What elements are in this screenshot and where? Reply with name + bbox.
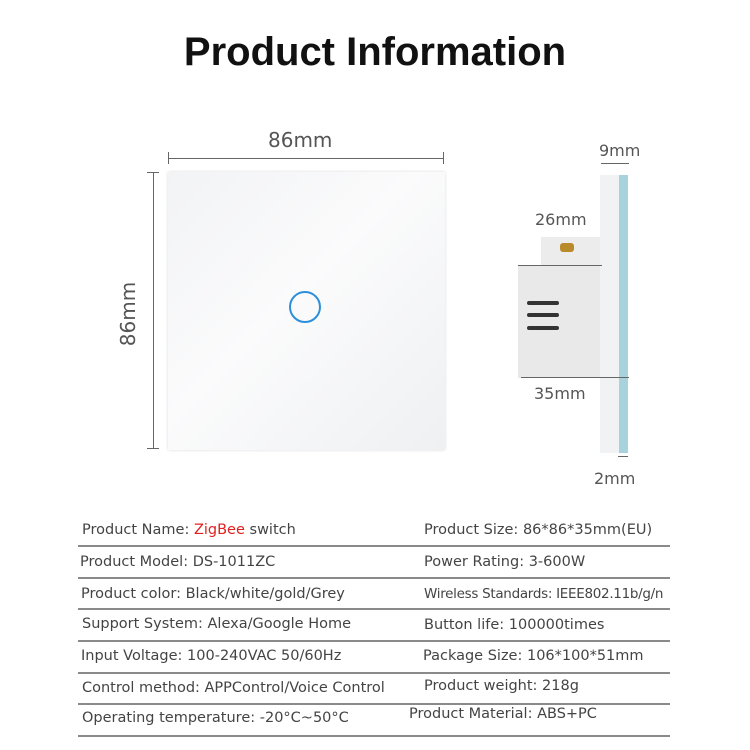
glass-label: 2mm — [594, 469, 636, 488]
vent-slot — [527, 301, 559, 305]
switch-body — [518, 265, 600, 378]
spec-label: Product Material: — [409, 706, 533, 722]
spec-value: Black/white/gold/Grey — [185, 586, 345, 602]
terminal-screw — [560, 243, 574, 252]
spec-label: Product Name: — [82, 522, 190, 538]
spec-value: ABS+PC — [537, 706, 597, 722]
spec-product-model: Product Model: DS-1011ZC — [80, 554, 275, 570]
row-divider — [78, 545, 670, 547]
spec-label: Wireless Standards: — [424, 586, 553, 602]
spec-value: 100-240VAC 50/60Hz — [187, 648, 342, 664]
glass-edge — [619, 175, 628, 453]
spec-label: Product Size: — [424, 522, 519, 538]
spec-value: DS-1011ZC — [192, 554, 276, 570]
vent-slot — [527, 326, 559, 330]
spec-label: Product weight: — [424, 678, 538, 694]
spec-label: Support System: — [82, 616, 203, 632]
front-width-line — [168, 158, 444, 159]
spec-input-voltage: Input Voltage: 100-240VAC 50/60Hz — [81, 648, 341, 664]
spec-value: Alexa/Google Home — [207, 616, 352, 632]
vent-slot — [527, 313, 559, 317]
total-depth-line — [521, 377, 629, 378]
spec-value: APPControl/Voice Control — [204, 680, 385, 696]
spec-control-method: Control method: APPControl/Voice Control — [82, 680, 385, 696]
front-height-label: 86mm — [116, 281, 141, 347]
spec-value-highlight: ZigBee — [193, 522, 245, 538]
row-divider — [78, 608, 670, 610]
spec-label: Button life: — [424, 617, 505, 633]
spec-support-system: Support System: Alexa/Google Home — [82, 616, 351, 632]
spec-label: Operating temperature: — [82, 710, 256, 726]
spec-product-name: Product Name: ZigBee switch — [82, 522, 296, 538]
spec-product-weight: Product weight: 218g — [424, 678, 579, 694]
spec-label: Product Model: — [80, 554, 189, 570]
front-height-line — [153, 172, 154, 449]
spec-label: Control method: — [82, 680, 200, 696]
switch-body-top — [541, 237, 600, 267]
spec-value: 100000times — [508, 617, 605, 633]
row-divider — [78, 640, 670, 642]
front-width-label: 86mm — [268, 128, 333, 152]
spec-label: Input Voltage: — [81, 648, 183, 664]
spec-wireless-standards: Wireless Standards: IEEE802.11b/g/n — [424, 586, 663, 602]
body-depth-label: 26mm — [535, 210, 587, 229]
tick — [147, 448, 159, 449]
total-depth-label: 35mm — [534, 384, 586, 403]
touch-button-ring — [289, 291, 321, 323]
spec-button-life: Button life: 100000times — [424, 617, 604, 633]
page-title: Product Information — [183, 30, 567, 74]
spec-operating-temperature: Operating temperature: -20°C~50°C — [82, 710, 349, 726]
spec-label: Product color: — [81, 586, 181, 602]
tick — [443, 152, 444, 164]
plate-depth-label: 9mm — [599, 141, 641, 160]
plate-depth-line — [601, 163, 629, 164]
switch-plate-side — [600, 175, 619, 453]
spec-value: -20°C~50°C — [259, 710, 349, 726]
spec-package-size: Package Size: 106*100*51mm — [423, 648, 644, 664]
row-divider — [78, 735, 670, 737]
spec-power-rating: Power Rating: 3-600W — [424, 554, 585, 570]
row-divider — [78, 703, 670, 705]
row-divider — [78, 577, 670, 579]
tick — [168, 152, 169, 164]
body-depth-line — [518, 265, 602, 266]
row-divider — [78, 672, 670, 674]
spec-value: 106*100*51mm — [526, 648, 644, 664]
tick — [147, 172, 159, 173]
spec-value: 218g — [542, 678, 579, 694]
spec-product-size: Product Size: 86*86*35mm(EU) — [424, 522, 652, 538]
spec-value: 3-600W — [528, 554, 586, 570]
spec-product-color: Product color: Black/white/gold/Grey — [81, 586, 345, 602]
glass-line — [618, 456, 628, 457]
spec-product-material: Product Material: ABS+PC — [409, 706, 597, 722]
spec-value: switch — [244, 522, 296, 538]
spec-value: 86*86*35mm(EU) — [522, 522, 653, 538]
spec-label: Power Rating: — [424, 554, 525, 570]
spec-label: Package Size: — [423, 648, 523, 664]
spec-value: IEEE802.11b/g/n — [556, 586, 664, 602]
